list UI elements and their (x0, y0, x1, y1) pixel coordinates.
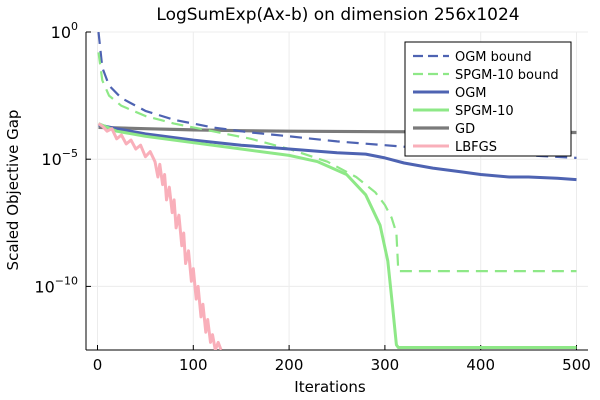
chart-title: LogSumExp(Ax-b) on dimension 256x1024 (156, 5, 519, 25)
legend-label: OGM (455, 86, 487, 101)
legend-label: LBFGS (455, 140, 497, 155)
x-tick-label: 300 (371, 356, 400, 374)
x-tick-label: 200 (275, 356, 304, 374)
x-tick-label: 0 (93, 356, 103, 374)
x-axis-label: Iterations (294, 378, 366, 396)
legend-label: OGM bound (455, 50, 532, 65)
series-line-spgm-10 (97, 122, 577, 349)
y-axis-ticks: 100 10−5 10−10 (34, 20, 91, 296)
series-line-lbfgs (97, 122, 223, 350)
legend-label: GD (455, 122, 475, 137)
y-tick-label: 100 (51, 20, 78, 42)
x-tick-label: 400 (466, 356, 495, 374)
x-tick-label: 500 (562, 356, 591, 374)
x-tick-label: 100 (179, 356, 208, 374)
legend-label: SPGM-10 bound (455, 68, 559, 83)
series-line-ogm (98, 123, 577, 182)
y-axis-label: Scaled Objective Gap (4, 110, 22, 271)
legend: OGM bound SPGM-10 bound OGM SPGM-10 GD LBFGS (404, 41, 572, 157)
x-axis-ticks: 0 100 200 300 400 500 (93, 345, 591, 374)
legend-box (404, 41, 572, 157)
plot-frame (85, 32, 588, 351)
grid-lines (86, 31, 588, 350)
legend-label: SPGM-10 (455, 104, 514, 119)
y-tick-label: 10−5 (41, 147, 78, 169)
y-tick-label: 10−10 (34, 274, 78, 296)
